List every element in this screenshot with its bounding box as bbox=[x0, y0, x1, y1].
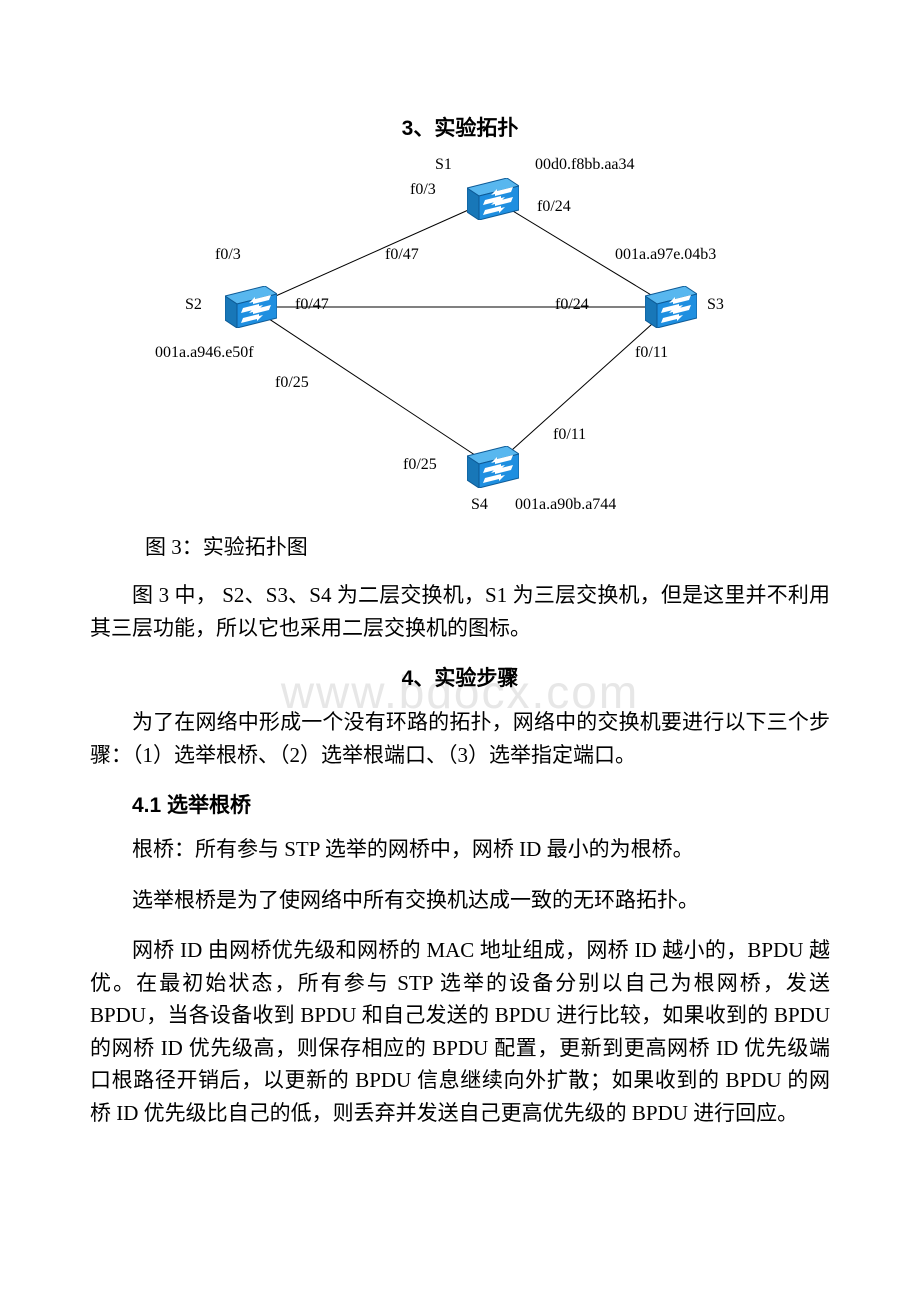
section-4-heading: 4、实验步骤 bbox=[90, 662, 830, 692]
port-label: f0/11 bbox=[635, 344, 668, 362]
switch-s3-icon bbox=[645, 286, 697, 328]
switch-s1-icon bbox=[467, 178, 519, 220]
section-4-1-heading: 4.1 选举根桥 bbox=[90, 789, 830, 819]
node-mac: 00d0.f8bb.aa34 bbox=[535, 156, 635, 174]
port-label: f0/3 bbox=[215, 246, 241, 264]
paragraph: 根桥：所有参与 STP 选举的网桥中，网桥 ID 最小的为根桥。 bbox=[90, 833, 830, 866]
node-mac: 001a.a90b.a744 bbox=[515, 496, 616, 514]
paragraph: 选举根桥是为了使网络中所有交换机达成一致的无环路拓扑。 bbox=[90, 884, 830, 917]
topology-diagram: S1 00d0.f8bb.aa34 S2 001a.a946.e50f S3 0… bbox=[155, 156, 765, 521]
node-mac: 001a.a97e.04b3 bbox=[615, 246, 716, 264]
port-label: f0/3 bbox=[410, 181, 436, 199]
paragraph: 图 3 中， S2、S3、S4 为二层交换机，S1 为三层交换机，但是这里并不利… bbox=[90, 579, 830, 644]
node-label: S4 bbox=[471, 496, 488, 514]
port-label: f0/24 bbox=[555, 296, 589, 314]
port-label: f0/24 bbox=[537, 198, 571, 216]
switch-s2-icon bbox=[225, 286, 277, 328]
paragraph: 为了在网络中形成一个没有环路的拓扑，网络中的交换机要进行以下三个步骤：（1）选举… bbox=[90, 706, 830, 771]
port-label: f0/25 bbox=[403, 456, 437, 474]
figure-caption: 图 3：实验拓扑图 bbox=[145, 531, 830, 561]
port-label: f0/47 bbox=[295, 296, 329, 314]
section-3-heading: 3、实验拓扑 bbox=[90, 112, 830, 142]
switch-s4-icon bbox=[467, 446, 519, 488]
diagram-edges bbox=[155, 156, 765, 521]
port-label: f0/47 bbox=[385, 246, 419, 264]
node-label: S1 bbox=[435, 156, 452, 174]
node-label: S3 bbox=[707, 296, 724, 314]
paragraph: 网桥 ID 由网桥优先级和网桥的 MAC 地址组成，网桥 ID 越小的，BPDU… bbox=[90, 934, 830, 1129]
node-mac: 001a.a946.e50f bbox=[155, 344, 254, 362]
node-label: S2 bbox=[185, 296, 202, 314]
port-label: f0/11 bbox=[553, 426, 586, 444]
port-label: f0/25 bbox=[275, 374, 309, 392]
